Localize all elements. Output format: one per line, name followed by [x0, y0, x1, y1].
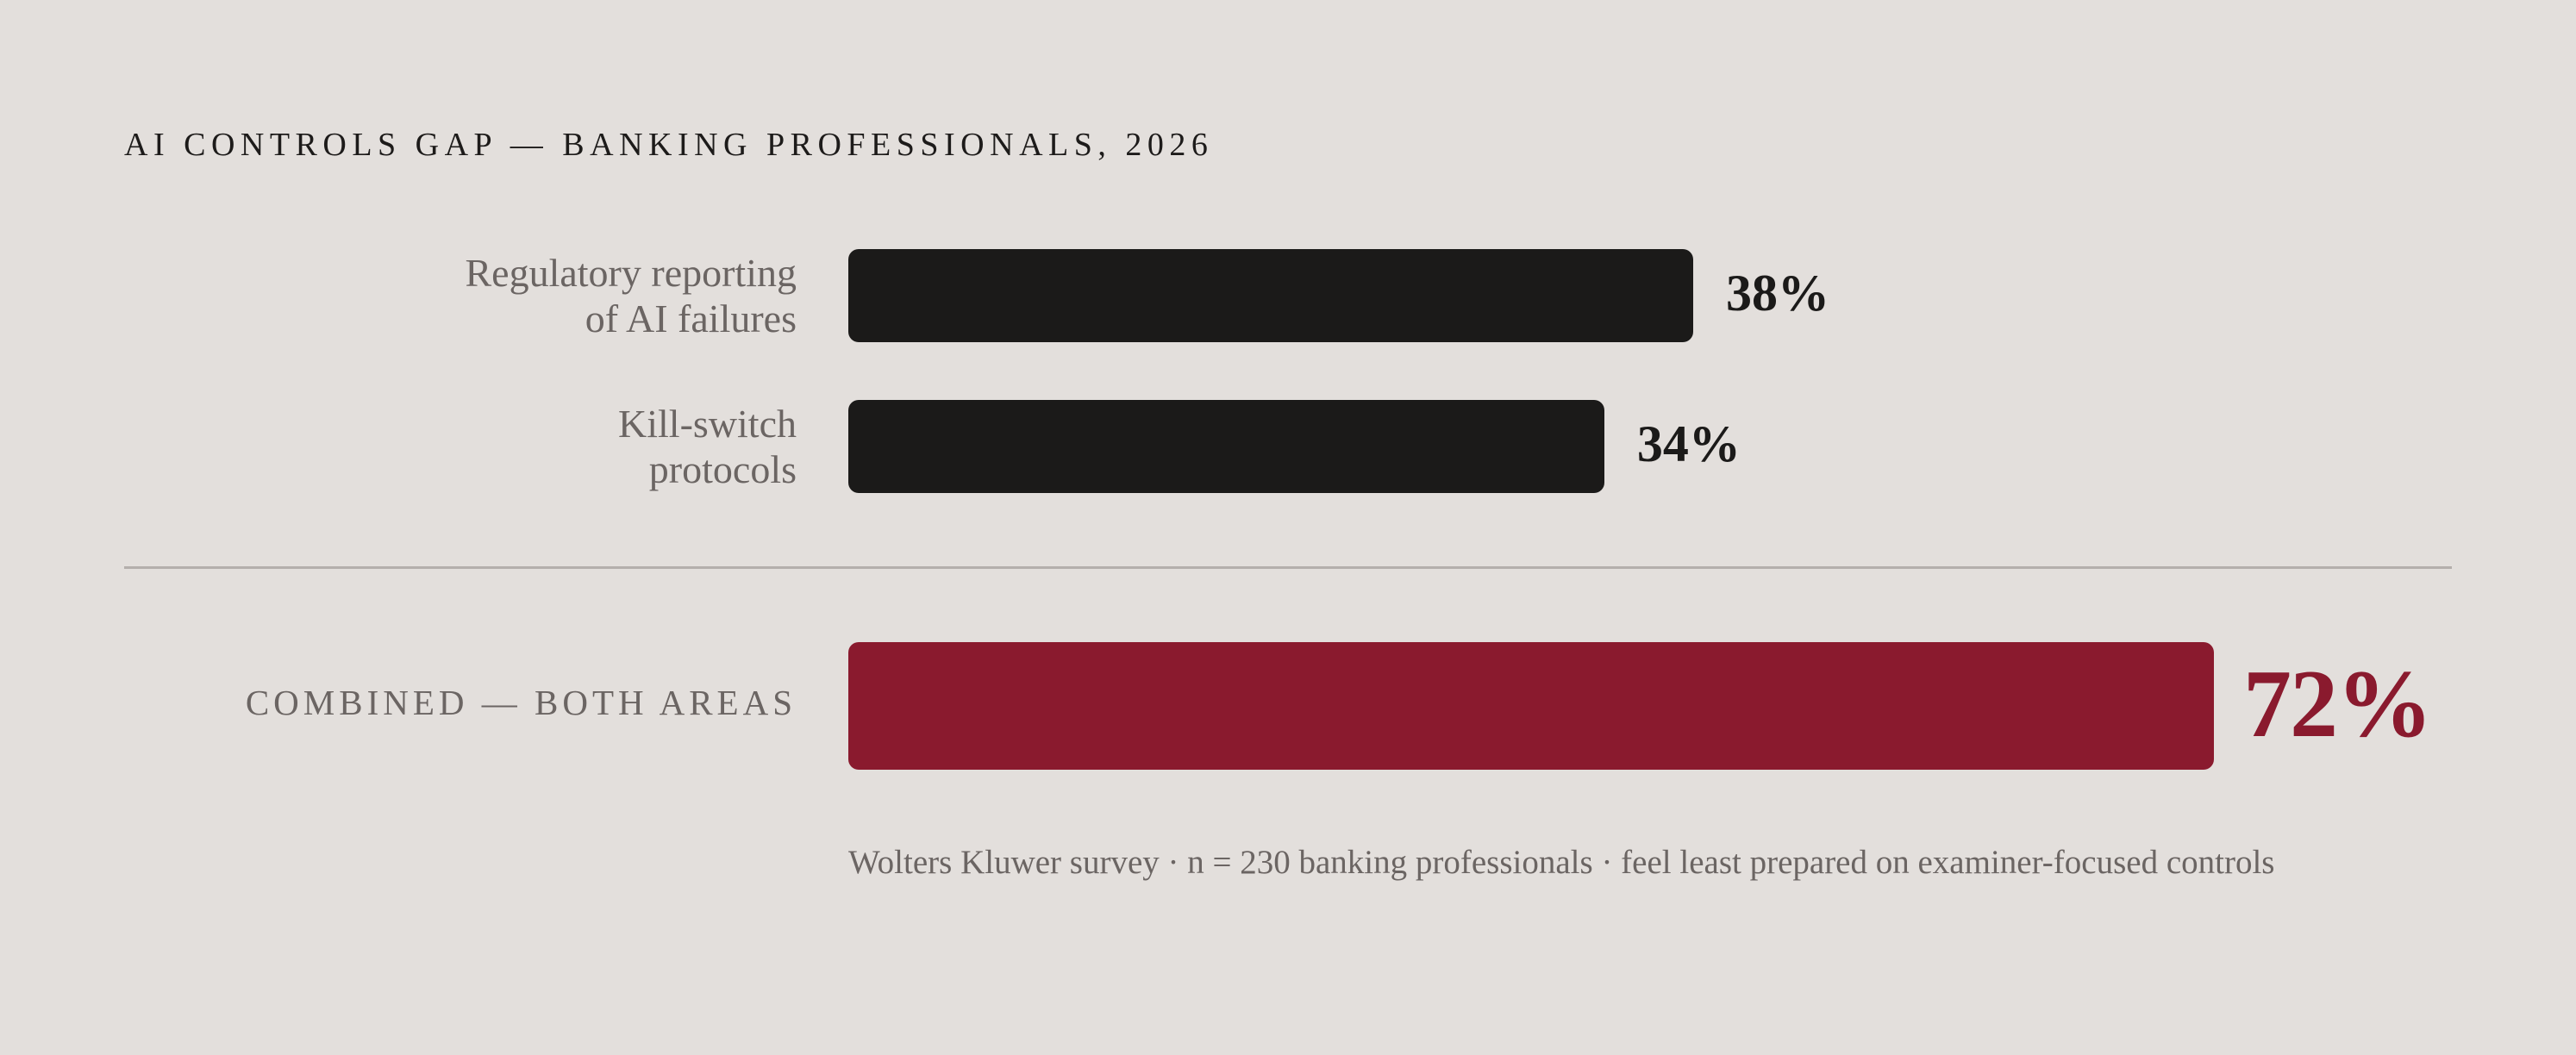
category-label-line: protocols	[648, 447, 797, 491]
category-label: Kill-switch protocols	[618, 401, 797, 492]
combined-value-label: 72%	[2243, 651, 2433, 758]
value-label: 34%	[1636, 415, 1741, 472]
category-label-line: Kill-switch	[618, 402, 797, 446]
bar	[848, 400, 1604, 493]
chart-title: AI CONTROLS GAP — BANKING PROFESSIONALS,…	[124, 127, 1214, 163]
combined-label: COMBINED — BOTH AREAS	[245, 683, 797, 722]
category-label-line: Regulatory reporting	[465, 251, 797, 295]
bar	[848, 249, 1693, 342]
combined-bar	[848, 642, 2214, 770]
category-label-line: of AI failures	[585, 297, 797, 340]
value-label: 38%	[1726, 265, 1829, 321]
divider	[124, 566, 2452, 569]
category-label: Regulatory reporting of AI failures	[465, 250, 797, 341]
footnote: Wolters Kluwer survey · n = 230 banking …	[848, 844, 2275, 881]
